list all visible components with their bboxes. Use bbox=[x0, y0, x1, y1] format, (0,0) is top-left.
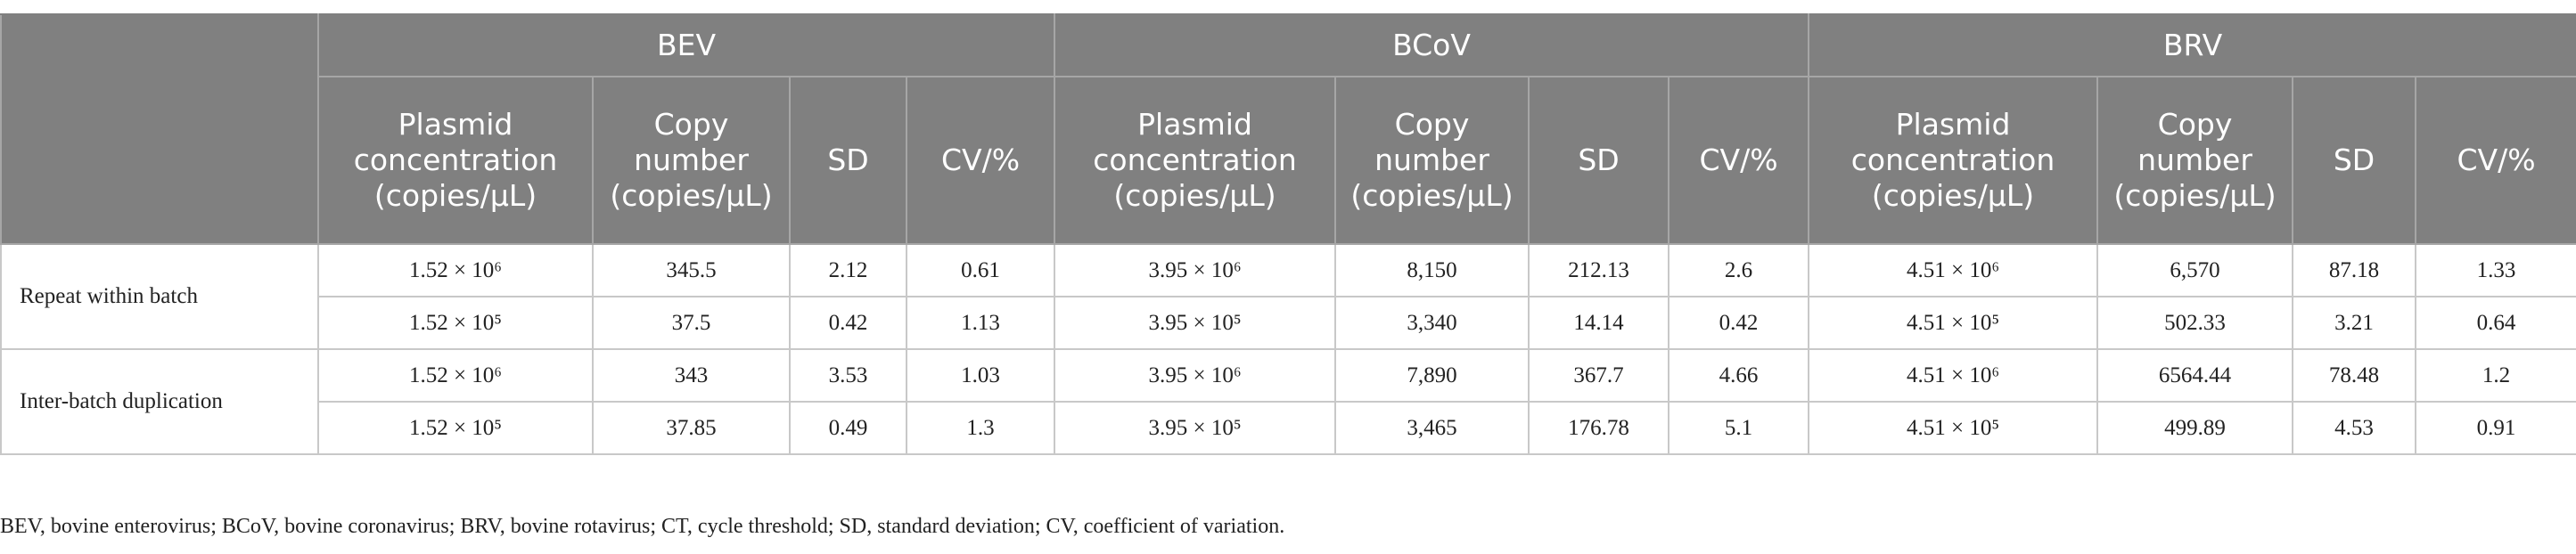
cell: 37.85 bbox=[592, 401, 791, 455]
cell: 3.95 × 10⁵ bbox=[1054, 296, 1337, 350]
cell: 0.42 bbox=[1668, 296, 1810, 350]
cell: 5.1 bbox=[1668, 401, 1810, 455]
cell: 3.53 bbox=[789, 348, 907, 403]
cell: 1.33 bbox=[2415, 243, 2576, 297]
cell: 6,570 bbox=[2096, 243, 2294, 297]
cell: 4.51 × 10⁶ bbox=[1808, 348, 2099, 403]
column-header: Copy number (copies/μL) bbox=[592, 76, 791, 245]
cell: 0.91 bbox=[2415, 401, 2576, 455]
column-header: SD bbox=[789, 76, 907, 245]
cell: 6564.44 bbox=[2096, 348, 2294, 403]
cell: 1.03 bbox=[905, 348, 1056, 403]
data-row: 1.52 × 10⁵ 37.5 0.42 1.13 3.95 × 10⁵ 3,340 14.… bbox=[1, 296, 2576, 350]
column-header: CV/% bbox=[905, 76, 1056, 245]
footnote: BEV, bovine enterovirus; BCoV, bovine co… bbox=[0, 515, 1285, 538]
cell: 37.5 bbox=[592, 296, 791, 350]
data-row: Repeat within batch 1.52 × 10⁶ 345.5 2.12 0.… bbox=[0, 243, 2576, 350]
cell: 1.52 × 10⁶ bbox=[317, 243, 594, 297]
cell: 1.52 × 10⁵ bbox=[317, 296, 594, 350]
group-header: BEV bbox=[316, 13, 1056, 77]
group-header: BRV bbox=[1808, 13, 2576, 77]
cell: 367.7 bbox=[1528, 348, 1670, 403]
cell: 343 bbox=[592, 348, 791, 403]
column-header: SD bbox=[1528, 76, 1670, 245]
column-header-row: Plasmid concentration (copies/μL) Copy nu… bbox=[1, 76, 2576, 245]
cell: 3.21 bbox=[2292, 296, 2417, 350]
column-header: Plasmid concentration (copies/μL) bbox=[1808, 76, 2099, 245]
cell: 3,465 bbox=[1334, 401, 1530, 455]
cell: 499.89 bbox=[2096, 401, 2294, 455]
group-header: BCoV bbox=[1054, 13, 1810, 77]
corner-cell bbox=[0, 13, 319, 245]
row-label: Repeat within batch bbox=[0, 243, 319, 350]
column-header: CV/% bbox=[2415, 76, 2576, 245]
cell: 502.33 bbox=[2096, 296, 2294, 350]
cell: 2.6 bbox=[1668, 243, 1810, 297]
group-header-row: BEV BCoV BRV bbox=[0, 13, 2576, 245]
cell: 3.95 × 10⁵ bbox=[1054, 401, 1337, 455]
cell: 8,150 bbox=[1334, 243, 1530, 297]
cell: 4.66 bbox=[1668, 348, 1810, 403]
cell: 212.13 bbox=[1528, 243, 1670, 297]
cell: 3,340 bbox=[1334, 296, 1530, 350]
cell: 1.3 bbox=[905, 401, 1056, 455]
cell: 1.52 × 10⁶ bbox=[317, 348, 594, 403]
cell: 0.61 bbox=[905, 243, 1056, 297]
cell: 4.51 × 10⁶ bbox=[1808, 243, 2099, 297]
column-header: Plasmid concentration (copies/μL) bbox=[1054, 76, 1337, 245]
cell: 4.51 × 10⁵ bbox=[1808, 401, 2099, 455]
cell: 14.14 bbox=[1528, 296, 1670, 350]
column-header: Copy number (copies/μL) bbox=[1334, 76, 1530, 245]
cell: 176.78 bbox=[1528, 401, 1670, 455]
cell: 1.13 bbox=[905, 296, 1056, 350]
column-header: Plasmid concentration (copies/μL) bbox=[317, 76, 594, 245]
cell: 87.18 bbox=[2292, 243, 2417, 297]
column-header: Copy number (copies/μL) bbox=[2096, 76, 2294, 245]
column-header: SD bbox=[2292, 76, 2417, 245]
cell: 78.48 bbox=[2292, 348, 2417, 403]
cell: 0.42 bbox=[789, 296, 907, 350]
cell: 4.51 × 10⁵ bbox=[1808, 296, 2099, 350]
cell: 1.2 bbox=[2415, 348, 2576, 403]
cell: 4.53 bbox=[2292, 401, 2417, 455]
cell: 7,890 bbox=[1334, 348, 1530, 403]
row-label: Inter-batch duplication bbox=[0, 348, 319, 455]
cell: 3.95 × 10⁶ bbox=[1054, 348, 1337, 403]
cell: 0.64 bbox=[2415, 296, 2576, 350]
data-row: 1.52 × 10⁵ 37.85 0.49 1.3 3.95 × 10⁵ 3,465 176… bbox=[1, 401, 2576, 455]
cell: 0.49 bbox=[789, 401, 907, 455]
cell: 3.95 × 10⁶ bbox=[1054, 243, 1337, 297]
cell: 345.5 bbox=[592, 243, 791, 297]
column-header: CV/% bbox=[1668, 76, 1810, 245]
data-table: BEV BCoV BRV Plasmid concentration (copies/… bbox=[0, 13, 2576, 455]
cell: 1.52 × 10⁵ bbox=[317, 401, 594, 455]
cell: 2.12 bbox=[789, 243, 907, 297]
data-row: Inter-batch duplication 1.52 × 10⁶ 343 3.53… bbox=[0, 348, 2576, 455]
